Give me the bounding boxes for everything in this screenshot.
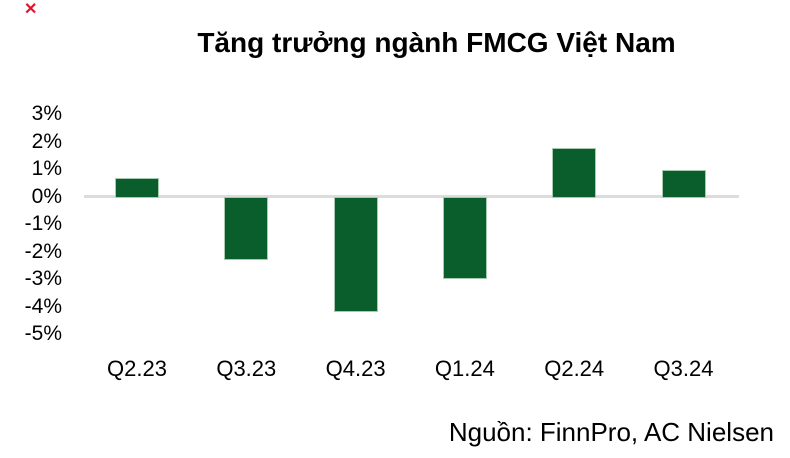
y-axis-label--5pct: -5%	[24, 322, 62, 345]
y-axis-label-3pct: 3%	[31, 102, 62, 125]
bar-q2-23	[115, 178, 159, 198]
red-x-icon: ✕	[24, 1, 38, 18]
x-axis-label-q4-23: Q4.23	[325, 356, 386, 381]
bar-q4-23	[333, 196, 378, 312]
y-axis-label-1pct: 1%	[31, 157, 62, 180]
x-axis-label-q3-24: Q3.24	[653, 356, 714, 381]
y-axis-label--2pct: -2%	[24, 239, 62, 263]
bar-q3-23	[224, 196, 269, 260]
bar-q3-24	[661, 170, 706, 198]
bar-q1-24	[442, 196, 487, 279]
x-axis-label-q3-23: Q3.23	[216, 356, 277, 381]
y-axis-label--1pct: -1%	[24, 212, 62, 235]
bar-q2-24	[552, 148, 597, 198]
zero-gridline	[84, 195, 739, 198]
y-axis-label--3pct: -3%	[24, 267, 62, 290]
x-axis-label-q2-24: Q2.24	[544, 356, 605, 381]
y-axis-label-2pct: 2%	[31, 129, 62, 153]
y-axis-label--4pct: -4%	[24, 294, 62, 318]
chart-title: Tăng trưởng ngành FMCG Việt Nam	[197, 27, 676, 58]
x-axis-label-q1-24: Q1.24	[434, 356, 495, 381]
y-axis-label-0pct: 0%	[31, 184, 62, 208]
x-axis-label-q2-23: Q2.23	[107, 356, 167, 381]
source-caption: Nguồn: FinnPro, AC Nielsen	[448, 417, 774, 447]
